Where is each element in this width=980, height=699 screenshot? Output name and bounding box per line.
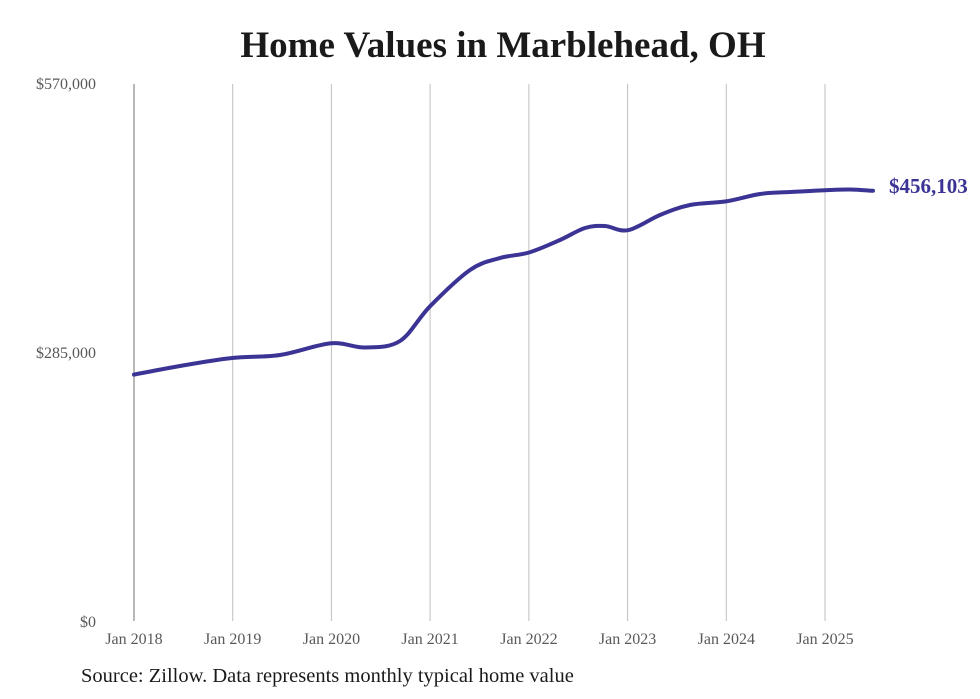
svg-text:$0: $0 xyxy=(80,614,96,631)
svg-text:Jan 2020: Jan 2020 xyxy=(303,631,360,648)
svg-text:$456,103: $456,103 xyxy=(889,174,968,198)
svg-text:Jan 2025: Jan 2025 xyxy=(796,631,853,648)
svg-text:$570,000: $570,000 xyxy=(36,76,96,93)
svg-text:Jan 2023: Jan 2023 xyxy=(599,631,656,648)
svg-text:Jan 2021: Jan 2021 xyxy=(401,631,458,648)
svg-text:Jan 2024: Jan 2024 xyxy=(698,631,755,648)
svg-text:$285,000: $285,000 xyxy=(36,345,96,362)
svg-text:Jan 2022: Jan 2022 xyxy=(500,631,557,648)
svg-text:Jan 2019: Jan 2019 xyxy=(204,631,261,648)
svg-text:Jan 2018: Jan 2018 xyxy=(105,631,162,648)
